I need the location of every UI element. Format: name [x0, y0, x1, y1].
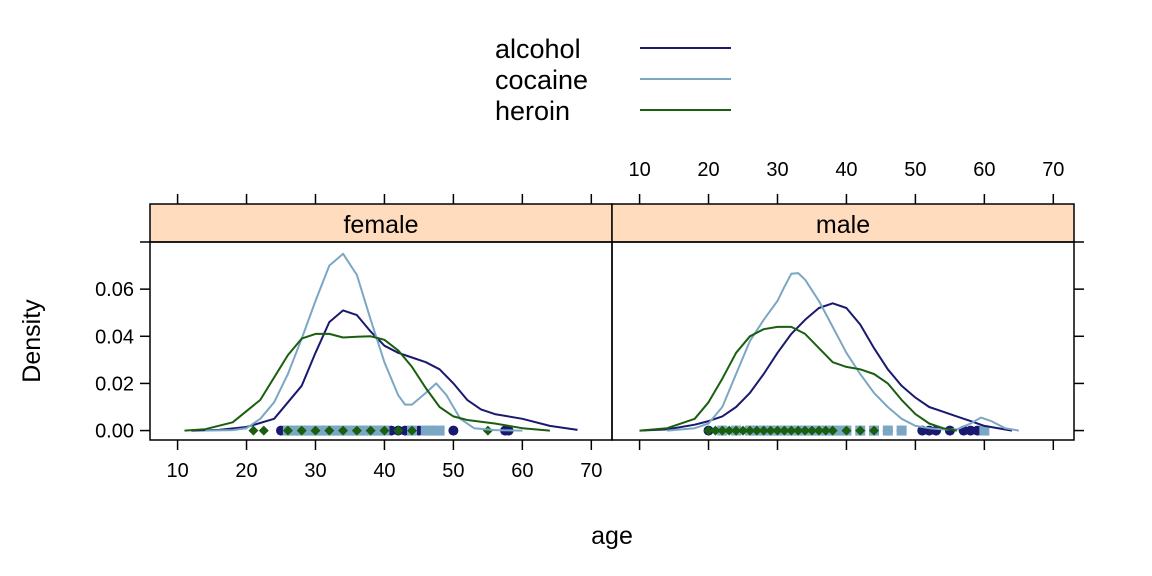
panels: female male: [149, 203, 1075, 441]
rug-point: [703, 425, 714, 436]
strip-female: [149, 203, 613, 243]
rug-point: [296, 425, 307, 436]
density-male-cocaine: [667, 272, 1019, 432]
rug-point: [751, 425, 762, 436]
x-tick-label: 40: [835, 159, 857, 181]
x-tick-label: 70: [580, 460, 602, 482]
legend-label-cocaine: cocaine: [495, 65, 588, 95]
x-tick-label: 10: [166, 460, 188, 482]
rug-point: [827, 425, 838, 436]
panel-female: female: [149, 203, 613, 441]
rug-point: [434, 425, 445, 436]
strip-label-female: female: [343, 211, 418, 239]
rug-point: [710, 425, 721, 436]
rug-point: [834, 425, 845, 436]
rug-point: [331, 425, 342, 436]
rug-point: [744, 425, 755, 436]
rug-point: [793, 425, 804, 436]
rug-point: [965, 425, 976, 436]
y-tick-label: 0.02: [95, 373, 134, 395]
rug-point: [786, 425, 797, 436]
density-female-heroin: [184, 332, 550, 432]
strip-male: [611, 203, 1075, 243]
rug-point: [427, 425, 438, 436]
rug-point: [258, 425, 269, 436]
rug-point: [482, 425, 493, 436]
density-male-alcohol: [639, 302, 1013, 432]
rug-point: [869, 425, 880, 436]
x-tick-label: 60: [511, 460, 533, 482]
x-tick-label: 50: [904, 159, 926, 181]
x-tick-label: 60: [973, 159, 995, 181]
x-tick-label: 20: [697, 159, 719, 181]
y-tick-label: 0.06: [95, 279, 134, 301]
density-female-cocaine: [205, 252, 523, 432]
rug-point: [896, 425, 907, 436]
rug-point: [717, 425, 728, 436]
rug-point: [820, 425, 831, 436]
rug-point: [813, 425, 824, 436]
y-tick-label: 0.04: [95, 326, 134, 348]
axes: 10 20 30 40 50 60 70 10 20 30 40 50 60 70 0.00 0.02 0.04…: [95, 159, 1084, 482]
rug-point: [344, 425, 355, 436]
x-tick-label: 50: [442, 460, 464, 482]
rug-point: [724, 425, 735, 436]
rug-point: [979, 425, 990, 436]
x-tick-label: 30: [766, 159, 788, 181]
rug-male-heroin: [703, 425, 880, 436]
rug-point: [772, 425, 783, 436]
legend-label-alcohol: alcohol: [495, 34, 581, 64]
strip-label-male: male: [816, 211, 870, 239]
x-tick-label: 10: [628, 159, 650, 181]
x-axis-title: age: [591, 522, 633, 550]
y-axis-title: Density: [18, 299, 46, 383]
rug-point: [806, 425, 817, 436]
rug-point: [420, 425, 431, 436]
rug-point: [393, 425, 404, 436]
rug-point: [324, 425, 335, 436]
rug-point: [731, 425, 742, 436]
rug-point: [738, 425, 749, 436]
rug-point: [765, 425, 776, 436]
rug-point: [310, 425, 321, 436]
rug-point: [855, 425, 866, 436]
rug-point: [317, 425, 328, 436]
x-tick-label: 20: [235, 460, 257, 482]
rug-point: [358, 425, 369, 436]
rug-point: [338, 425, 349, 436]
density-female-alcohol: [191, 309, 578, 432]
x-tick-label: 30: [304, 460, 326, 482]
x-tick-label: 40: [373, 460, 395, 482]
rug-point: [248, 425, 259, 436]
rug-point: [365, 425, 376, 436]
rug-point: [351, 425, 362, 436]
rug-point: [372, 425, 383, 436]
rug-point: [758, 425, 769, 436]
rug-point: [407, 425, 418, 436]
rug-point: [379, 425, 390, 436]
y-tick-label: 0.00: [95, 421, 134, 443]
x-tick-label: 70: [1042, 159, 1064, 181]
panel-frame-male: [611, 241, 1075, 441]
rug-point: [289, 425, 300, 436]
rug-point: [303, 425, 314, 436]
rug-point: [882, 425, 893, 436]
panel-male: male: [611, 203, 1075, 441]
rug-female-heroin: [248, 425, 493, 436]
density-male-heroin: [639, 325, 957, 432]
rug-point: [448, 425, 459, 436]
legend-label-heroin: heroin: [495, 96, 570, 126]
rug-point: [779, 425, 790, 436]
rug-point: [800, 425, 811, 436]
rug-point: [282, 425, 293, 436]
rug-point: [841, 425, 852, 436]
